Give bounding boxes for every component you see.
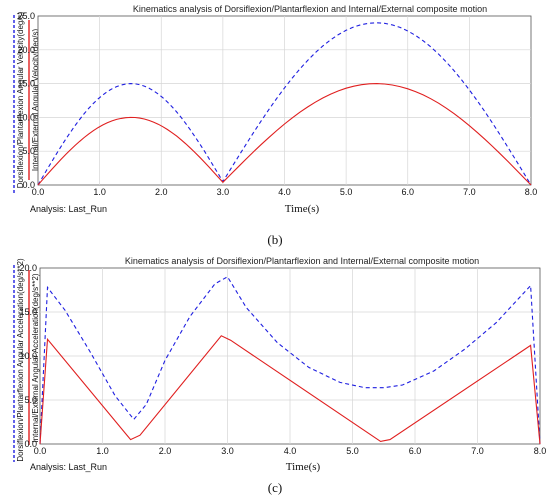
chart-b-analysis-label: Analysis: Last_Run — [30, 204, 107, 214]
chart-b-ytick-label: 5.0 — [22, 146, 35, 156]
chart-b-ytick-label: 0.0 — [22, 180, 35, 190]
chart-c-xlabel: Time(s) — [286, 461, 321, 473]
chart-b-plot-area: 0.0 1.0 2.0 3.0 4.0 5.0 6.0 7.0 8.0 0.0 5.0 10.0 15.… — [17, 11, 537, 197]
chart-b-xtick-label: 1.0 — [93, 187, 106, 197]
chart-b-title: Kinematics analysis of Dorsiflexion/Plan… — [133, 4, 487, 14]
chart-c-plot-area: 0.0 1.0 2.0 3.0 4.0 5.0 6.0 7.0 8.0 0.0 5.0 10.0 15.… — [19, 263, 546, 456]
chart-b-xtick-label: 3.0 — [217, 187, 230, 197]
chart-c-xtick-label: 4.0 — [284, 446, 297, 456]
chart-b-ytick-label: 10.0 — [17, 112, 35, 122]
chart-c-caption: (c) — [268, 480, 282, 495]
chart-c-ylabel-inner: Internal/External Angular Acceleration(d… — [31, 273, 40, 442]
chart-b: Kinematics analysis of Dorsiflexion/Plan… — [13, 4, 537, 247]
chart-c-title: Kinematics analysis of Dorsiflexion/Plan… — [125, 256, 479, 266]
chart-b-xtick-label: 0.0 — [32, 187, 45, 197]
chart-b-ylabel-inner: Internal/External Angular Velocity(deg/s… — [31, 29, 40, 172]
chart-b-xtick-label: 4.0 — [278, 187, 291, 197]
chart-c-ytick-label: 5.0 — [24, 395, 37, 405]
chart-c-ytick-label: 20.0 — [19, 263, 37, 273]
chart-c-series-internal-external-line — [39, 335, 541, 445]
chart-b-caption: (b) — [267, 232, 282, 247]
chart-c-ytick-label: 15.0 — [19, 307, 37, 317]
chart-c-xtick-label: 6.0 — [409, 446, 422, 456]
chart-c-ytick-label: 10.0 — [19, 351, 37, 361]
chart-c-xtick-label: 1.0 — [96, 446, 109, 456]
chart-b-xtick-label: 5.0 — [340, 187, 353, 197]
chart-c-xtick-label: 5.0 — [346, 446, 359, 456]
chart-b-ytick-label: 20.0 — [17, 45, 35, 55]
chart-c: Kinematics analysis of Dorsiflexion/Plan… — [13, 256, 546, 495]
chart-b-xtick-label: 2.0 — [155, 187, 168, 197]
chart-b-series-internal-external-line — [37, 83, 532, 186]
chart-c-xtick-label: 8.0 — [534, 446, 547, 456]
chart-b-ylabel-outer: Dorsiflexion/Plantarflexion Angular Velo… — [16, 11, 25, 188]
chart-b-xtick-label: 8.0 — [525, 187, 538, 197]
chart-c-xtick-label: 2.0 — [159, 446, 172, 456]
chart-c-xtick-label: 7.0 — [471, 446, 484, 456]
chart-c-analysis-label: Analysis: Last_Run — [30, 462, 107, 472]
chart-b-ytick-label: 25.0 — [17, 11, 35, 21]
chart-c-series-dorsiflexion-line — [39, 276, 541, 445]
chart-c-xtick-label: 3.0 — [221, 446, 234, 456]
chart-b-xlabel: Time(s) — [285, 203, 320, 215]
chart-b-ytick-label: 15.0 — [17, 79, 35, 89]
chart-c-ytick-label: 0.0 — [24, 439, 37, 449]
chart-c-xtick-label: 0.0 — [34, 446, 47, 456]
chart-b-xtick-label: 6.0 — [401, 187, 414, 197]
chart-c-ylabel-outer: Dorsiflexion/Plantarflexion Angular Acce… — [16, 258, 25, 462]
chart-b-xtick-label: 7.0 — [463, 187, 476, 197]
